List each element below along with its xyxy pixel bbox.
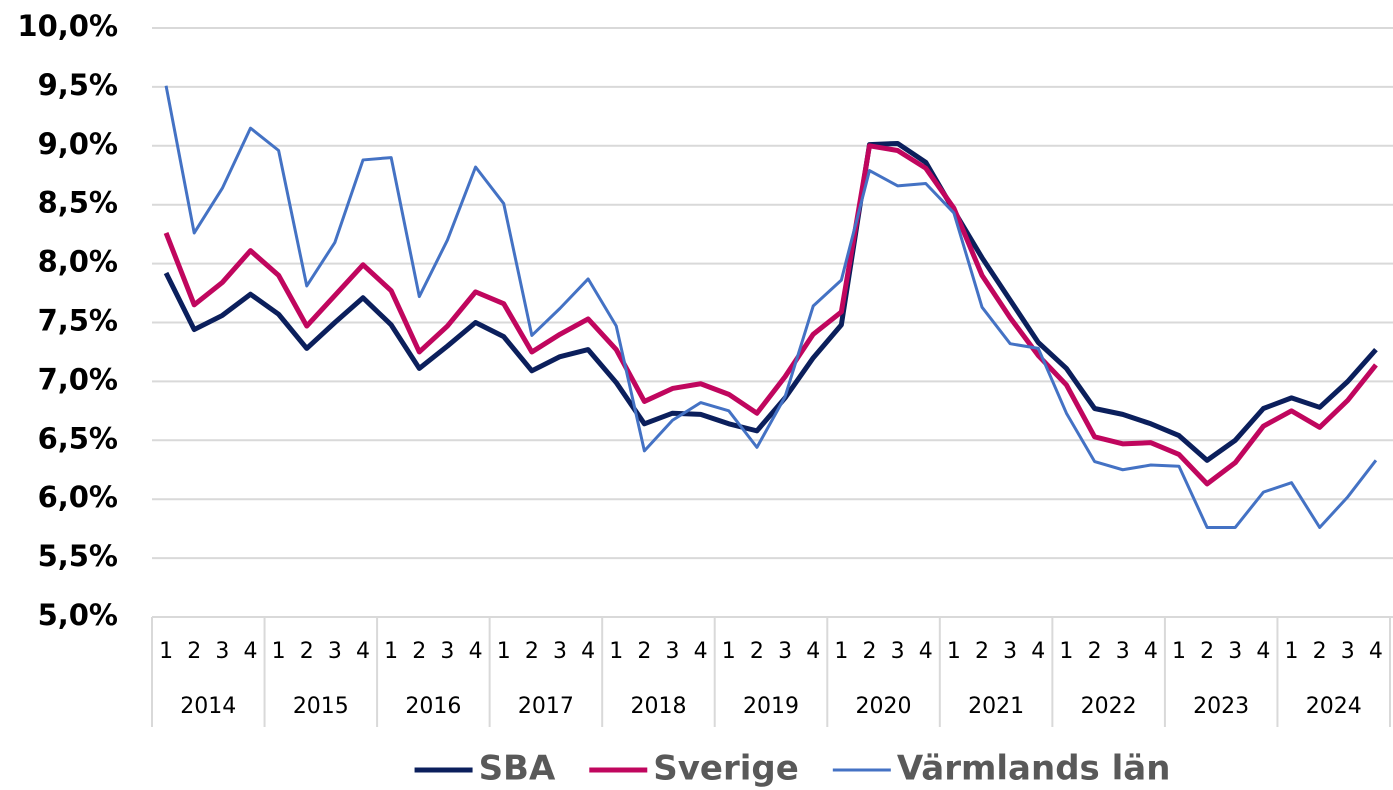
legend-label: Sverige bbox=[653, 749, 799, 789]
x-tick-label: 1 bbox=[1285, 639, 1299, 664]
x-tick-label: 3 bbox=[891, 639, 905, 664]
x-tick-label: 4 bbox=[469, 639, 483, 664]
y-tick-label: 6,5% bbox=[38, 421, 118, 455]
x-tick-label: 1 bbox=[1172, 639, 1186, 664]
year-label: 2017 bbox=[518, 694, 574, 719]
year-label: 2018 bbox=[630, 694, 686, 719]
year-label: 2020 bbox=[856, 694, 912, 719]
x-tick-label: 3 bbox=[666, 639, 680, 664]
x-tick-label: 1 bbox=[497, 639, 511, 664]
y-tick-label: 5,0% bbox=[38, 598, 118, 632]
x-tick-label: 4 bbox=[581, 639, 595, 664]
year-label: 2024 bbox=[1306, 694, 1362, 719]
year-label: 2022 bbox=[1081, 694, 1137, 719]
x-tick-label: 3 bbox=[328, 639, 342, 664]
x-tick-label: 2 bbox=[975, 639, 989, 664]
x-tick-label: 4 bbox=[356, 639, 370, 664]
y-tick-label: 9,5% bbox=[38, 68, 118, 102]
x-tick-label: 4 bbox=[806, 639, 820, 664]
y-tick-label: 9,0% bbox=[38, 127, 118, 161]
x-tick-label: 4 bbox=[694, 639, 708, 664]
x-tick-label: 3 bbox=[215, 639, 229, 664]
y-tick-label: 7,5% bbox=[38, 304, 118, 338]
y-tick-label: 5,5% bbox=[38, 539, 118, 573]
x-tick-label: 1 bbox=[384, 639, 398, 664]
x-tick-label: 1 bbox=[609, 639, 623, 664]
x-tick-label: 2 bbox=[1313, 639, 1327, 664]
x-tick-label: 3 bbox=[778, 639, 792, 664]
series-line bbox=[163, 140, 1378, 463]
x-tick-label: 2 bbox=[525, 639, 539, 664]
x-tick-label: 4 bbox=[919, 639, 933, 664]
x-tick-label: 1 bbox=[947, 639, 961, 664]
x-tick-label: 3 bbox=[1341, 639, 1355, 664]
x-tick-label: 1 bbox=[272, 639, 286, 664]
x-tick-label: 2 bbox=[750, 639, 764, 664]
legend-label: SBA bbox=[479, 749, 556, 789]
year-label: 2016 bbox=[405, 694, 461, 719]
series-line bbox=[164, 85, 1378, 529]
x-tick-label: 2 bbox=[412, 639, 426, 664]
x-tick-label: 4 bbox=[243, 639, 257, 664]
x-tick-label: 3 bbox=[440, 639, 454, 664]
x-tick-label: 3 bbox=[1003, 639, 1017, 664]
x-tick-label: 2 bbox=[187, 639, 201, 664]
x-tick-label: 4 bbox=[1144, 639, 1158, 664]
x-tick-label: 3 bbox=[553, 639, 567, 664]
series-line bbox=[163, 143, 1378, 487]
x-tick-label: 2 bbox=[300, 639, 314, 664]
x-tick-label: 3 bbox=[1116, 639, 1130, 664]
year-label: 2019 bbox=[743, 694, 799, 719]
x-tick-label: 1 bbox=[159, 639, 173, 664]
x-tick-label: 2 bbox=[1200, 639, 1214, 664]
x-tick-label: 1 bbox=[834, 639, 848, 664]
year-label: 2023 bbox=[1193, 694, 1249, 719]
y-tick-label: 7,0% bbox=[38, 362, 118, 396]
x-tick-label: 2 bbox=[1088, 639, 1102, 664]
year-label: 2021 bbox=[968, 694, 1024, 719]
y-tick-label: 8,0% bbox=[38, 245, 118, 279]
y-tick-label: 6,0% bbox=[38, 480, 118, 514]
x-tick-label: 2 bbox=[862, 639, 876, 664]
y-tick-label: 8,5% bbox=[38, 186, 118, 220]
year-label: 2015 bbox=[293, 694, 349, 719]
y-tick-label: 10,0% bbox=[17, 9, 118, 43]
x-tick-label: 4 bbox=[1256, 639, 1270, 664]
legend-label: Värmlands län bbox=[897, 749, 1171, 789]
x-tick-label: 4 bbox=[1369, 639, 1383, 664]
x-tick-label: 4 bbox=[1031, 639, 1045, 664]
x-tick-label: 1 bbox=[1059, 639, 1073, 664]
x-tick-label: 3 bbox=[1228, 639, 1242, 664]
x-tick-label: 1 bbox=[722, 639, 736, 664]
x-tick-label: 2 bbox=[637, 639, 651, 664]
year-label: 2014 bbox=[180, 694, 236, 719]
